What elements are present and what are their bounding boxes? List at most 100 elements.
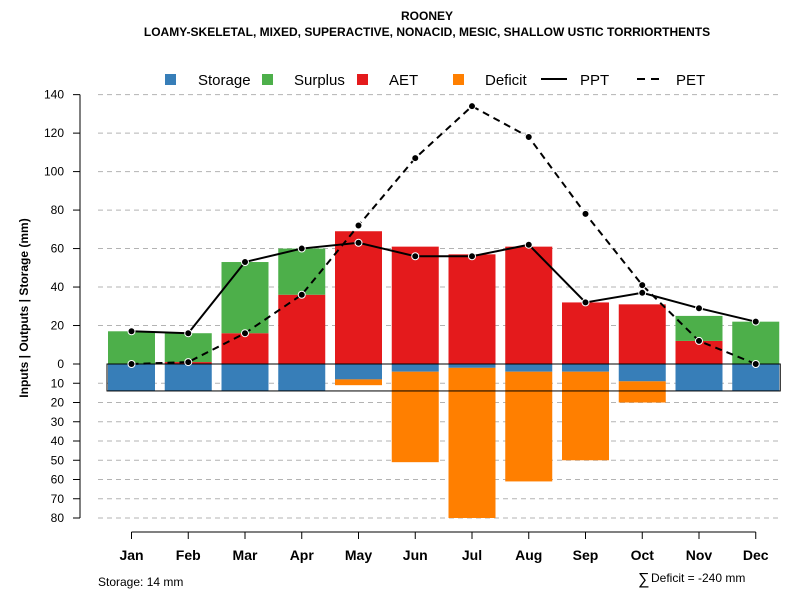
storage-bar-dec: [732, 364, 780, 391]
aet-bar-aug: [505, 246, 553, 364]
y-tick-label: 100: [44, 165, 64, 179]
ppt-point: [184, 329, 193, 338]
y-tick-label: 0: [57, 357, 64, 371]
pet-point: [297, 290, 306, 299]
pet-point: [241, 329, 249, 338]
ppt-point: [638, 288, 647, 297]
aet-bar-mar: [221, 333, 269, 364]
ppt-point: [695, 304, 703, 313]
legend-swatch-deficit: [453, 74, 464, 85]
surplus-bar-feb: [164, 333, 212, 363]
chart-subtitle: LOAMY-SKELETAL, MIXED, SUPERACTIVE, NONA…: [144, 25, 710, 39]
deficit-bar-sep: [562, 371, 609, 461]
legend-label-storage: Storage: [198, 72, 251, 89]
storage-bar-apr: [278, 364, 326, 391]
y-tick-label: 20: [51, 396, 65, 410]
ppt-point: [524, 240, 533, 249]
chart-title: ROONEY: [401, 9, 453, 23]
storage-bar-jun: [391, 364, 439, 372]
y-tick-label: 40: [51, 434, 65, 448]
pet-point: [581, 209, 590, 218]
storage-bar-feb: [164, 364, 212, 391]
x-tick-label-sep: Sep: [573, 547, 599, 563]
legend-label-deficit: Deficit: [485, 72, 528, 89]
ppt-point: [241, 258, 249, 267]
x-tick-label-jul: Jul: [462, 547, 482, 563]
grid-lines: [98, 94, 781, 519]
legend-label-aet: AET: [389, 72, 418, 89]
y-axis: 140 120 100 80 60 40 20 0 10 20 30 40 50 60 70 80: [44, 88, 81, 525]
legend-label-pet: PET: [676, 72, 705, 89]
pet-point: [751, 360, 760, 368]
x-tick-label-jan: Jan: [119, 547, 143, 563]
ppt-line: [131, 241, 756, 335]
pet-point: [695, 336, 703, 345]
aet-bar-nov: [675, 340, 723, 364]
y-tick-label: 30: [51, 415, 65, 429]
deficit-note: Deficit = -240 mm: [651, 571, 745, 585]
x-tick-label-may: May: [345, 547, 372, 563]
deficit-bar-aug: [505, 371, 553, 482]
bar-layer: [106, 231, 781, 518]
storage-bar-jan: [108, 364, 155, 391]
ppt-point: [468, 252, 476, 261]
legend: Storage Surplus AET Deficit PPT PET: [165, 72, 705, 89]
deficit-bar-oct: [618, 381, 666, 403]
legend-swatch-storage: [165, 74, 176, 85]
y-tick-label: 10: [51, 376, 65, 390]
storage-bar-oct: [618, 364, 666, 382]
x-tick-label-feb: Feb: [176, 547, 201, 563]
legend-label-ppt: PPT: [580, 72, 609, 89]
storage-capacity-box: [106, 363, 781, 392]
aet-bar-oct: [618, 304, 666, 364]
x-tick-label-nov: Nov: [686, 547, 713, 563]
aet-bar-may: [335, 231, 382, 364]
x-tick-label-apr: Apr: [290, 547, 315, 563]
y-tick-label: 60: [51, 473, 65, 487]
legend-swatch-surplus: [262, 74, 273, 85]
legend-swatch-aet: [357, 74, 368, 85]
deficit-bar-may: [335, 379, 382, 386]
pet-point: [524, 132, 533, 141]
surplus-bar-nov: [675, 315, 723, 341]
pet-point: [468, 102, 476, 111]
x-tick-label-dec: Dec: [743, 547, 769, 563]
ppt-point: [297, 244, 306, 253]
surplus-bar-apr: [278, 248, 326, 295]
deficit-bar-jul: [448, 367, 496, 518]
storage-bar-jul: [448, 364, 496, 368]
storage-bar-mar: [221, 364, 269, 391]
surplus-bar-mar: [221, 262, 269, 334]
pet-point: [638, 281, 647, 290]
x-tick-label-jun: Jun: [403, 547, 428, 563]
surplus-bar-jan: [108, 331, 155, 364]
storage-bar-sep: [562, 364, 609, 372]
pet-point: [411, 154, 420, 163]
sigma-symbol: ∑: [638, 571, 649, 588]
aet-bar-jul: [448, 254, 496, 364]
ppt-point: [127, 327, 136, 336]
y-tick-label: 20: [51, 319, 65, 333]
legend-label-surplus: Surplus: [294, 72, 345, 89]
y-tick-label: 140: [44, 88, 64, 102]
ppt-point: [751, 317, 760, 326]
storage-note: Storage: 14 mm: [98, 575, 183, 589]
y-tick-label: 120: [44, 126, 64, 140]
x-tick-label-aug: Aug: [515, 547, 542, 563]
storage-bar-may: [335, 364, 382, 380]
storage-bar-aug: [505, 364, 553, 372]
pet-point: [354, 221, 363, 230]
aet-bar-jun: [391, 246, 439, 364]
y-tick-label: 40: [51, 280, 65, 294]
aet-bar-sep: [562, 302, 609, 364]
storage-bar-nov: [675, 364, 723, 391]
y-tick-label: 50: [51, 453, 65, 467]
deficit-bar-jun: [391, 371, 439, 463]
pet-point: [184, 358, 193, 367]
y-axis-label: Inputs | Outputs | Storage (mm): [17, 218, 31, 397]
y-tick-label: 80: [51, 203, 65, 217]
x-tick-label-oct: Oct: [631, 547, 655, 563]
ppt-point: [354, 238, 363, 247]
